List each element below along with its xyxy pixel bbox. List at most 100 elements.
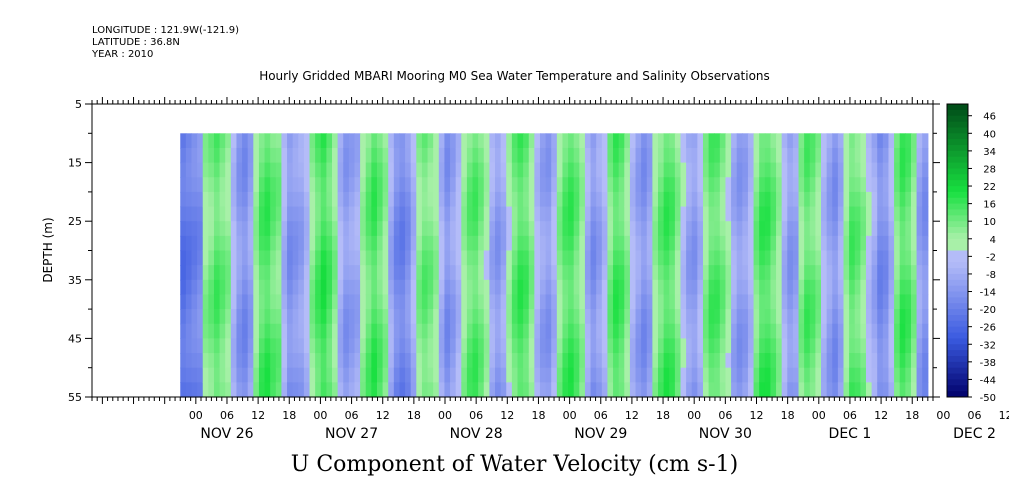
heatmap-cell xyxy=(725,294,732,310)
heatmap-cell xyxy=(427,221,434,237)
heatmap-cell xyxy=(438,191,446,208)
heatmap-cell xyxy=(393,177,401,193)
heatmap-cell xyxy=(882,279,890,296)
heatmap-cell xyxy=(607,147,614,164)
heatmap-cell xyxy=(787,191,794,208)
heatmap-cell xyxy=(899,382,906,398)
heatmap-cell xyxy=(489,162,496,178)
heatmap-cell xyxy=(416,309,423,325)
heatmap-cell xyxy=(315,206,322,222)
heatmap-cell xyxy=(854,309,861,325)
heatmap-cell xyxy=(489,279,496,296)
heatmap-cell xyxy=(478,177,485,193)
heatmap-cell xyxy=(528,353,535,369)
heatmap-cell xyxy=(489,177,496,193)
heatmap-cell xyxy=(573,338,580,354)
heatmap-cell xyxy=(596,367,603,383)
heatmap-cell xyxy=(787,367,794,383)
heatmap-cell xyxy=(197,279,204,296)
heatmap-cell xyxy=(849,382,856,398)
heatmap-cell xyxy=(185,294,193,310)
colorbar-swatch xyxy=(947,221,968,228)
heatmap-cell xyxy=(860,206,867,222)
heatmap-cell xyxy=(556,382,564,398)
heatmap-cell xyxy=(826,323,833,339)
heatmap-cell xyxy=(225,235,232,252)
heatmap-cell xyxy=(899,177,906,193)
heatmap-cell xyxy=(180,279,187,296)
heatmap-cell xyxy=(405,382,412,398)
heatmap-cell xyxy=(545,353,552,369)
heatmap-cell xyxy=(258,133,266,149)
heatmap-cell xyxy=(865,309,873,325)
heatmap-cell xyxy=(618,133,625,149)
heatmap-cell xyxy=(776,177,783,193)
heatmap-cell xyxy=(658,191,665,208)
heatmap-cell xyxy=(399,353,406,369)
heatmap-cell xyxy=(219,338,226,354)
heatmap-cell xyxy=(405,338,412,354)
heatmap-cell xyxy=(882,382,890,398)
heatmap-cell xyxy=(641,221,648,237)
heatmap-cell xyxy=(472,133,479,149)
heatmap-cell xyxy=(326,177,333,193)
heatmap-cell xyxy=(523,162,530,178)
heatmap-cell xyxy=(444,133,451,149)
heatmap-cell xyxy=(882,221,890,237)
heatmap-cell xyxy=(298,279,305,296)
heatmap-cell xyxy=(489,323,496,339)
heatmap-cell xyxy=(320,221,327,237)
heatmap-cell xyxy=(461,147,468,164)
heatmap-cell xyxy=(281,294,288,310)
heatmap-cell xyxy=(450,265,457,281)
heatmap-cell xyxy=(219,133,226,149)
heatmap-cell xyxy=(708,279,715,296)
heatmap-cell xyxy=(185,338,193,354)
heatmap-cell xyxy=(208,323,215,339)
heatmap-cell xyxy=(478,206,485,222)
heatmap-cell xyxy=(433,265,440,281)
heatmap-cell xyxy=(613,235,620,252)
x-tick-label: 00 xyxy=(313,409,327,422)
heatmap-cell xyxy=(303,133,311,149)
heatmap-cell xyxy=(781,294,788,310)
heatmap-cell xyxy=(691,250,698,266)
heatmap-cell xyxy=(697,206,704,222)
heatmap-cell xyxy=(686,221,693,237)
heatmap-cell xyxy=(562,221,569,237)
heatmap-cell xyxy=(517,250,524,266)
x-day-label: NOV 30 xyxy=(699,426,752,442)
heatmap-cell xyxy=(708,177,715,193)
heatmap-cell xyxy=(680,162,687,178)
heatmap-cell xyxy=(478,147,485,164)
heatmap-cell xyxy=(641,382,648,398)
heatmap-cell xyxy=(590,309,597,325)
heatmap-cell xyxy=(629,353,637,369)
heatmap-cell xyxy=(506,353,513,369)
colorbar-swatch xyxy=(947,285,968,293)
heatmap-cell xyxy=(899,191,906,208)
heatmap-cell xyxy=(264,162,271,178)
heatmap-cell xyxy=(691,279,698,296)
heatmap-cell xyxy=(770,323,777,339)
heatmap-cell xyxy=(275,147,283,164)
heatmap-cell xyxy=(821,177,828,193)
heatmap-cell xyxy=(461,250,468,266)
heatmap-cell xyxy=(562,191,569,208)
heatmap-cell xyxy=(646,147,653,164)
heatmap-cell xyxy=(506,191,513,208)
heatmap-cell xyxy=(292,309,299,325)
heatmap-cell xyxy=(337,323,344,339)
heatmap-cell xyxy=(776,191,783,208)
x-tick-label: 00 xyxy=(812,409,826,422)
heatmap-cell xyxy=(315,309,322,325)
heatmap-cell xyxy=(208,221,215,237)
heatmap-cell xyxy=(646,353,653,369)
heatmap-cell xyxy=(568,221,575,237)
heatmap-cell xyxy=(674,323,682,339)
heatmap-cell xyxy=(764,294,772,310)
heatmap-cell xyxy=(500,191,507,208)
heatmap-cell xyxy=(326,235,333,252)
heatmap-cell xyxy=(691,353,698,369)
heatmap-cell xyxy=(809,279,816,296)
